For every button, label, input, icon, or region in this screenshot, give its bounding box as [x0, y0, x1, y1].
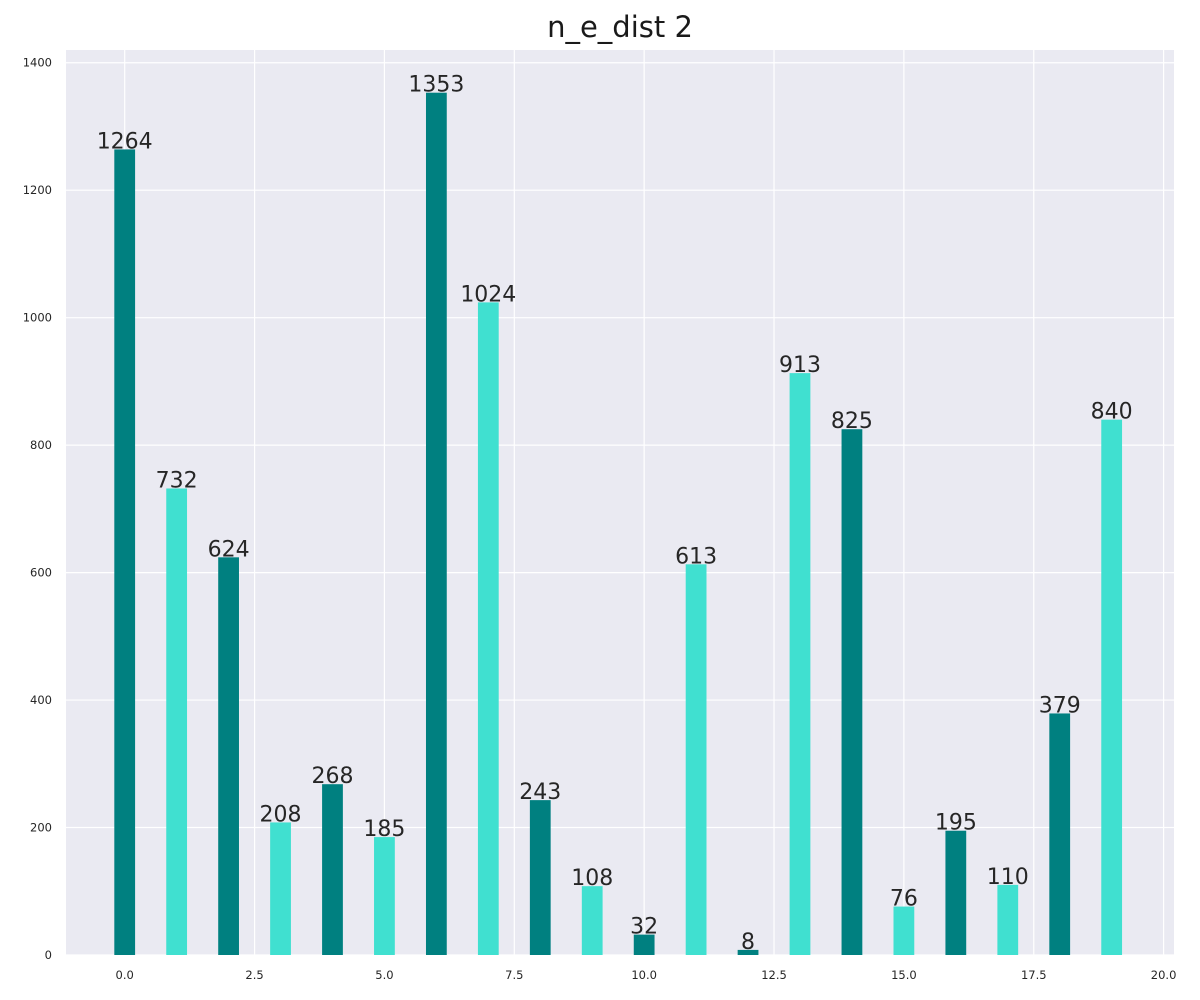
bar: [841, 429, 863, 955]
bar: [270, 822, 291, 955]
x-tick-label: 10.0: [631, 968, 657, 982]
data-label: 1353: [408, 73, 464, 98]
data-label: 913: [779, 353, 821, 378]
x-tick-label: 17.5: [1021, 968, 1047, 982]
y-tick-label: 400: [30, 693, 52, 707]
data-label: 195: [935, 811, 977, 836]
y-tick-label: 200: [30, 821, 52, 835]
y-tick-label: 1400: [23, 56, 52, 70]
bar: [374, 837, 395, 955]
x-tick-label: 12.5: [761, 968, 787, 982]
bar: [425, 92, 447, 956]
y-tick-label: 1000: [23, 311, 52, 325]
x-tick-label: 5.0: [375, 968, 393, 982]
y-tick-label: 600: [30, 566, 52, 580]
bar: [114, 149, 136, 955]
data-label: 379: [1039, 693, 1081, 718]
x-tick-label: 20.0: [1151, 968, 1177, 982]
bar: [529, 800, 551, 955]
bar: [997, 884, 1019, 955]
plot-background: [66, 50, 1174, 955]
data-label: 32: [630, 915, 658, 940]
data-label: 268: [311, 764, 353, 789]
data-label: 185: [363, 817, 405, 842]
bar: [945, 830, 967, 955]
data-label: 1264: [97, 129, 153, 154]
x-tick-label: 0.0: [116, 968, 134, 982]
data-label: 840: [1091, 400, 1133, 425]
x-tick-label: 15.0: [891, 968, 917, 982]
data-label: 825: [831, 409, 873, 434]
bar: [477, 302, 499, 956]
bar: [218, 557, 239, 955]
y-tick-label: 0: [45, 948, 52, 962]
data-label: 624: [208, 537, 250, 562]
data-label: 613: [675, 544, 717, 569]
bar: [789, 373, 811, 955]
bar: [322, 784, 343, 955]
chart-title: n_e_dist 2: [547, 10, 693, 44]
data-label: 1024: [460, 282, 516, 307]
bar: [633, 934, 655, 955]
y-tick-label: 800: [30, 438, 52, 452]
bar: [737, 949, 759, 955]
bar: [166, 488, 188, 955]
data-label: 110: [987, 865, 1029, 890]
bar: [1049, 713, 1071, 955]
data-label: 8: [741, 930, 755, 955]
x-tick-label: 2.5: [245, 968, 263, 982]
bar: [581, 886, 603, 955]
data-label: 243: [519, 780, 561, 805]
y-tick-label: 1200: [23, 183, 52, 197]
bar: [893, 906, 915, 955]
data-label: 208: [260, 802, 302, 827]
data-label: 76: [890, 887, 918, 912]
data-label: 732: [156, 468, 198, 493]
bar: [1101, 419, 1123, 955]
x-tick-label: 7.5: [505, 968, 523, 982]
data-label: 108: [571, 866, 613, 891]
bar: [685, 564, 707, 955]
